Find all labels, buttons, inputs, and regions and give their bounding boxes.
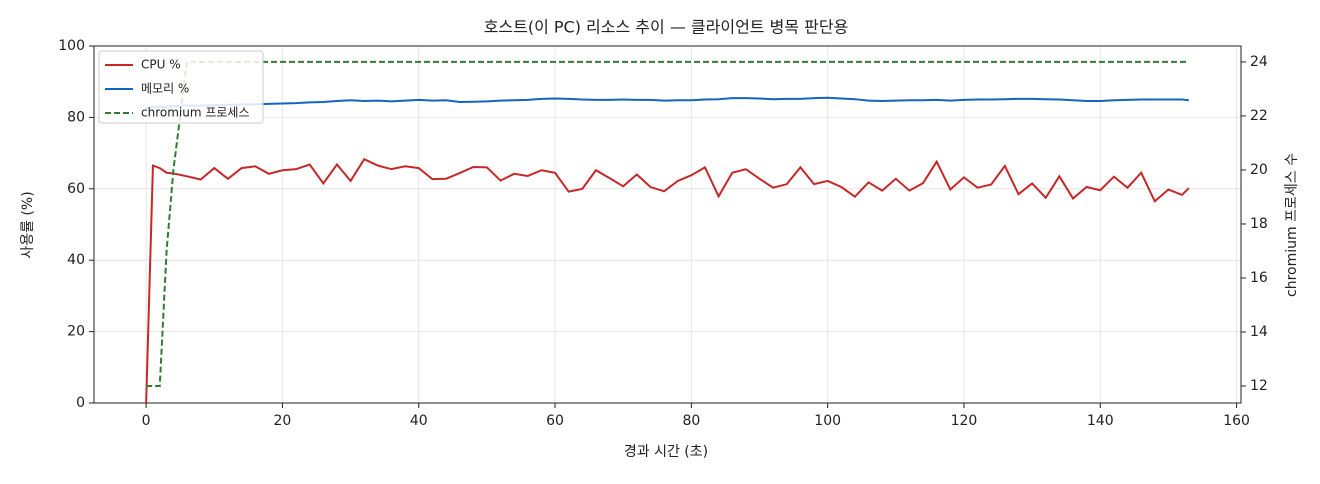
y-tick-label: 20 <box>67 324 85 340</box>
x-tick-label: 80 <box>682 413 700 429</box>
x-tick-label: 160 <box>1223 413 1250 429</box>
y-tick-label: 80 <box>67 109 85 125</box>
y2-tick-label: 20 <box>1250 162 1268 178</box>
legend-label: 메모리 % <box>141 82 189 96</box>
y-tick-label: 40 <box>67 252 85 268</box>
x-tick-label: 100 <box>814 413 841 429</box>
series-line <box>145 157 1190 404</box>
y-tick-label: 0 <box>76 395 85 411</box>
y2-axis-label: chromium 프로세스 수 <box>1284 153 1300 297</box>
chart-title: 호스트(이 PC) 리소스 추이 — 클라이언트 병목 판단용 <box>484 18 849 37</box>
x-tick-label: 20 <box>274 413 292 429</box>
plot-frame <box>93 45 1242 404</box>
y2-tick-label: 18 <box>1250 216 1268 232</box>
legend-label: CPU % <box>141 58 181 72</box>
legend-label: chromium 프로세스 <box>141 106 250 120</box>
series-line <box>145 96 1189 110</box>
x-tick-label: 60 <box>546 413 564 429</box>
x-tick-label: 40 <box>410 413 428 429</box>
y-tick-label: 100 <box>58 38 85 54</box>
x-tick-label: 0 <box>142 413 151 429</box>
y2-tick-label: 14 <box>1250 324 1268 340</box>
y2-tick-label: 22 <box>1250 108 1268 124</box>
x-tick-label: 140 <box>1087 413 1114 429</box>
x-tick-label: 120 <box>951 413 978 429</box>
y2-tick-label: 16 <box>1250 270 1268 286</box>
y2-tick-label: 24 <box>1250 54 1268 70</box>
y-tick-label: 60 <box>67 181 85 197</box>
y-axis-label: 사용률 (%) <box>20 191 36 258</box>
legend-box <box>98 50 264 124</box>
series-line <box>146 60 1189 387</box>
x-axis-label: 경과 시간 (초) <box>624 444 708 460</box>
y2-tick-label: 12 <box>1250 378 1268 394</box>
